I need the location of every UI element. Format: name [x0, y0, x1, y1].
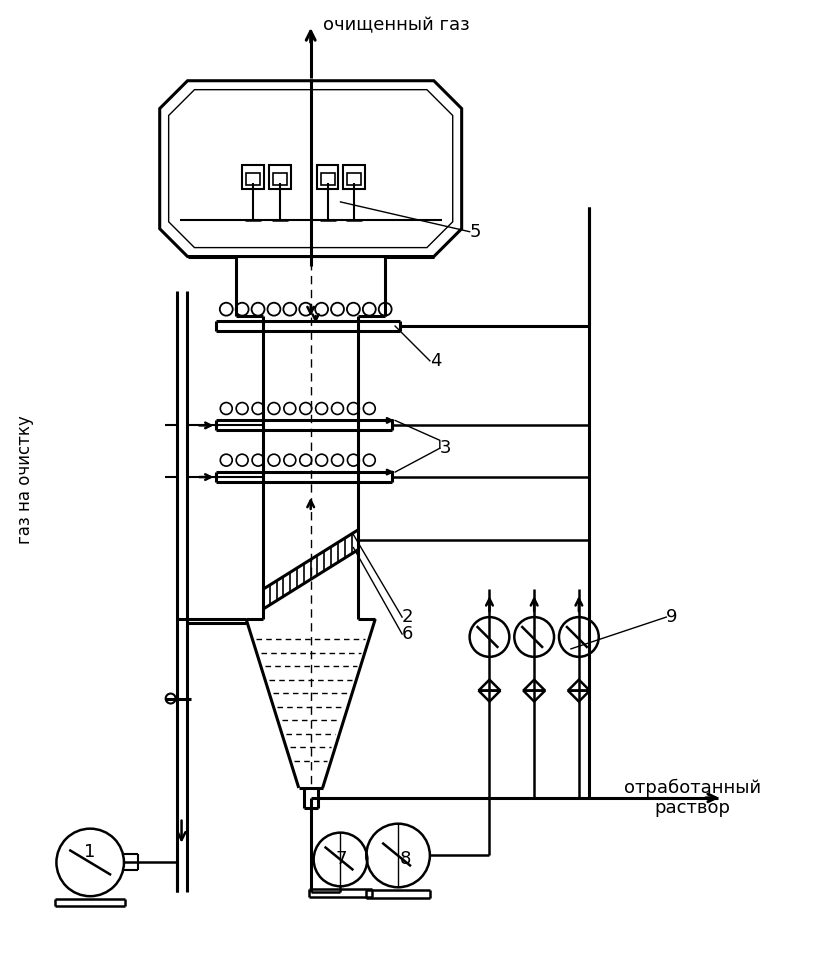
- Text: 1: 1: [84, 843, 96, 862]
- Text: 7: 7: [335, 850, 347, 868]
- FancyBboxPatch shape: [242, 165, 264, 189]
- Circle shape: [166, 693, 176, 704]
- FancyBboxPatch shape: [344, 165, 365, 189]
- FancyBboxPatch shape: [269, 165, 291, 189]
- Text: 2: 2: [402, 608, 414, 626]
- Text: 6: 6: [402, 625, 414, 643]
- Text: 4: 4: [430, 352, 442, 369]
- Text: 8: 8: [400, 850, 411, 868]
- Text: 5: 5: [470, 222, 481, 241]
- Text: газ на очистку: газ на очистку: [16, 416, 34, 544]
- Text: отработанный
раствор: отработанный раствор: [624, 778, 761, 817]
- Text: 9: 9: [667, 608, 678, 626]
- Text: очищенный газ: очищенный газ: [323, 16, 470, 34]
- Text: 3: 3: [440, 439, 452, 457]
- FancyBboxPatch shape: [316, 165, 339, 189]
